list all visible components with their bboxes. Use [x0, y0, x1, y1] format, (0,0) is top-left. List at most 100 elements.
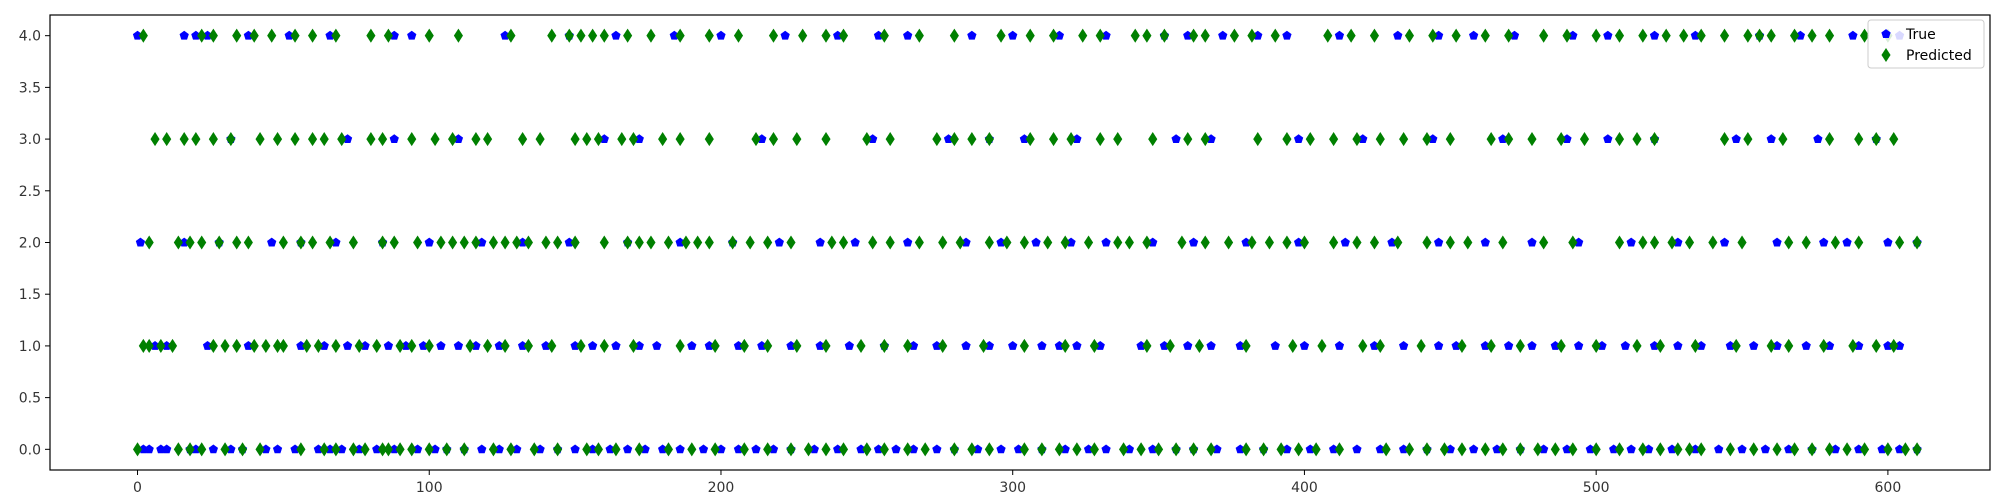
- predicted-point: [1194, 338, 1204, 353]
- predicted-point: [1860, 442, 1870, 457]
- true-point: [1842, 237, 1852, 247]
- x-tick-label: 0: [133, 480, 142, 496]
- true-point: [1626, 237, 1636, 247]
- predicted-point: [483, 338, 493, 353]
- predicted-point: [1206, 442, 1216, 457]
- predicted-point: [792, 338, 802, 353]
- series-predicted: [132, 28, 1922, 457]
- true-point: [570, 444, 580, 454]
- predicted-point: [243, 235, 253, 250]
- true-point: [850, 237, 860, 247]
- predicted-point: [996, 28, 1006, 43]
- true-point: [1772, 237, 1782, 247]
- predicted-point: [1241, 338, 1251, 353]
- predicted-point: [214, 235, 224, 250]
- data-points: [132, 28, 1922, 457]
- predicted-point: [1457, 338, 1467, 353]
- predicted-point: [173, 442, 183, 457]
- predicted-point: [1504, 28, 1514, 43]
- predicted-point: [862, 132, 872, 147]
- y-tick-label: 2.0: [19, 236, 41, 252]
- true-point: [996, 444, 1006, 454]
- predicted-point: [634, 442, 644, 457]
- predicted-point: [1480, 28, 1490, 43]
- predicted-point: [949, 132, 959, 147]
- predicted-point: [1404, 442, 1415, 457]
- predicted-point: [442, 442, 452, 457]
- true-point: [453, 341, 464, 350]
- predicted-point: [523, 235, 533, 250]
- predicted-point: [1200, 235, 1210, 250]
- predicted-point: [1288, 338, 1298, 353]
- predicted-point: [593, 132, 604, 147]
- predicted-point: [623, 235, 633, 250]
- predicted-point: [1480, 442, 1490, 457]
- predicted-point: [1375, 338, 1385, 353]
- predicted-point: [296, 235, 306, 250]
- predicted-point: [984, 442, 994, 457]
- predicted-point: [1095, 132, 1105, 147]
- predicted-point: [506, 28, 516, 43]
- predicted-point: [535, 132, 545, 147]
- predicted-point: [803, 442, 814, 457]
- true-point: [1819, 237, 1829, 247]
- true-point: [687, 341, 697, 350]
- predicted-point: [1177, 235, 1187, 250]
- true-point: [1072, 341, 1082, 350]
- predicted-point: [378, 235, 388, 250]
- predicted-point: [763, 338, 773, 353]
- predicted-point: [1848, 338, 1858, 353]
- legend-marker-true: [1881, 29, 1891, 38]
- true-point: [1626, 444, 1636, 454]
- true-point: [1293, 134, 1304, 144]
- predicted-point: [1614, 442, 1625, 457]
- predicted-point: [1871, 132, 1881, 147]
- predicted-point: [1655, 338, 1665, 353]
- predicted-point: [1247, 28, 1257, 43]
- predicted-point: [331, 28, 341, 43]
- predicted-point: [1457, 442, 1467, 457]
- predicted-point: [1824, 442, 1835, 457]
- predicted-point: [547, 28, 557, 43]
- predicted-point: [763, 442, 773, 457]
- predicted-point: [1486, 338, 1496, 353]
- predicted-point: [1025, 132, 1035, 147]
- predicted-point: [1743, 132, 1753, 147]
- predicted-point: [564, 28, 574, 43]
- true-point: [815, 237, 825, 247]
- predicted-point: [1299, 235, 1309, 250]
- predicted-point: [179, 132, 189, 147]
- predicted-point: [1171, 442, 1181, 457]
- predicted-point: [663, 235, 674, 250]
- predicted-point: [1066, 132, 1076, 147]
- predicted-point: [1165, 338, 1175, 353]
- predicted-point: [302, 338, 312, 353]
- predicted-point: [255, 442, 265, 457]
- predicted-point: [360, 442, 370, 457]
- predicted-point: [483, 132, 493, 147]
- true-point: [1673, 341, 1683, 350]
- predicted-point: [1393, 235, 1403, 250]
- true-point: [675, 444, 685, 454]
- predicted-point: [675, 338, 685, 353]
- predicted-point: [185, 235, 195, 250]
- predicted-point: [1369, 28, 1380, 43]
- true-point: [1282, 30, 1292, 40]
- predicted-point: [488, 442, 498, 457]
- predicted-point: [675, 132, 685, 147]
- predicted-point: [1539, 28, 1549, 43]
- predicted-point: [1871, 338, 1881, 353]
- true-point: [587, 341, 598, 350]
- predicted-point: [1649, 235, 1660, 250]
- predicted-point: [191, 132, 201, 147]
- predicted-point: [938, 235, 948, 250]
- predicted-point: [733, 28, 744, 43]
- true-point: [1848, 30, 1858, 40]
- predicted-point: [383, 28, 393, 43]
- true-point: [1334, 30, 1345, 40]
- x-axis: 0 100 200 300 400 500 600: [133, 470, 1901, 496]
- predicted-point: [768, 132, 779, 147]
- true-point: [1218, 30, 1228, 40]
- predicted-point: [646, 235, 656, 250]
- true-point: [1760, 444, 1771, 454]
